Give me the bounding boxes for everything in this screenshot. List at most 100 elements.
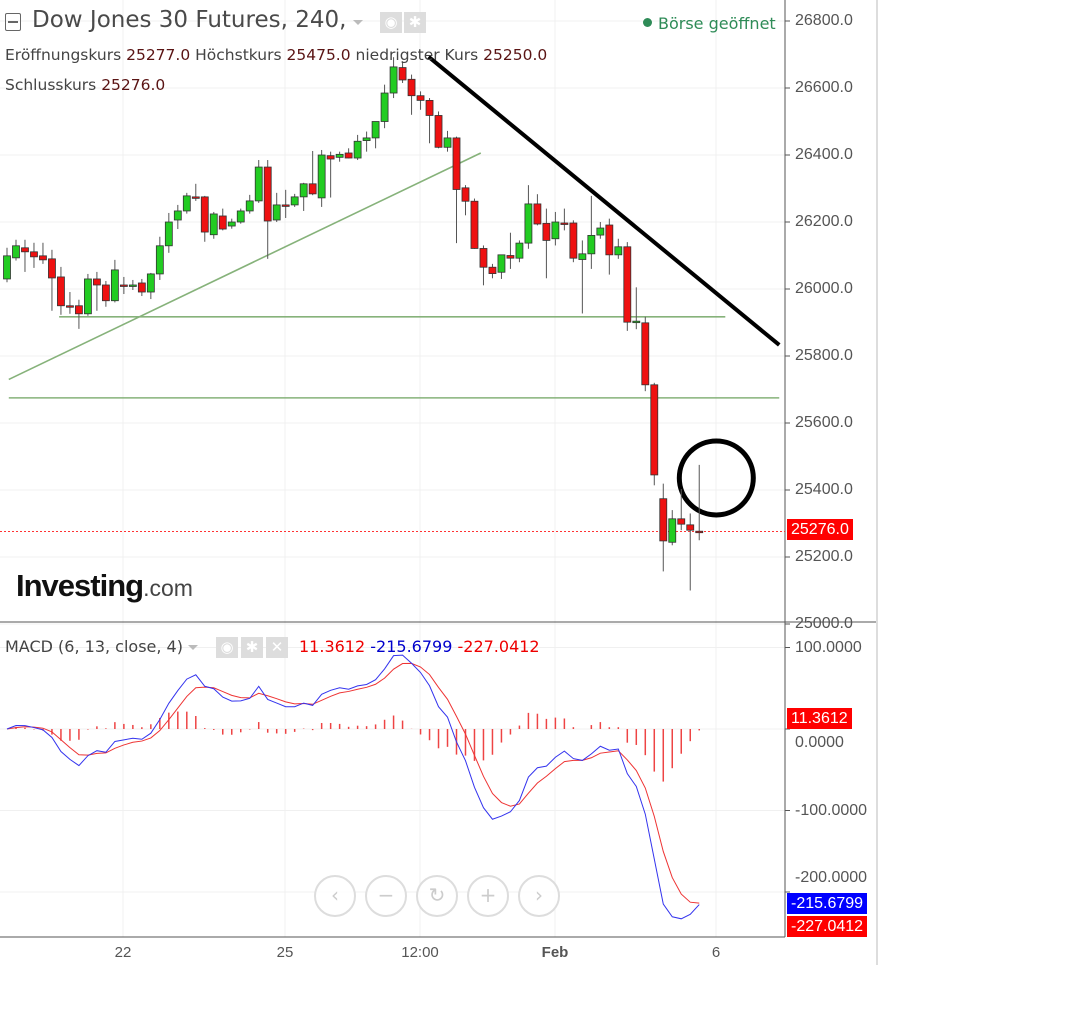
macd-hist-tag: 11.3612 xyxy=(787,708,852,729)
price-tick-label: 25800.0 xyxy=(795,347,853,364)
candle-down xyxy=(677,518,686,525)
candle-down xyxy=(470,200,479,249)
price-tick-label: 26200.0 xyxy=(795,213,853,230)
candle-up xyxy=(236,210,245,223)
logo-suffix: .com xyxy=(143,575,193,601)
time-axis-label: 6 xyxy=(711,944,721,961)
candle-down xyxy=(686,524,695,531)
ohlc-legend: Eröffnungskurs 25277.0 Höchstkurs 25475.… xyxy=(5,46,547,64)
candle-down xyxy=(326,155,335,160)
time-axis-label: Feb xyxy=(541,944,569,961)
candle-up xyxy=(12,245,20,259)
scroll-right-button[interactable]: › xyxy=(518,875,560,917)
zoom-in-button[interactable]: + xyxy=(467,875,509,917)
macd-tick-label: -100.0000 xyxy=(795,801,868,819)
price-tick-label: 25000.0 xyxy=(795,615,853,632)
candle-down xyxy=(66,305,74,308)
candle-down xyxy=(407,78,416,97)
candle-down xyxy=(659,498,668,542)
candle-up xyxy=(128,284,137,287)
candle-up xyxy=(632,320,641,324)
candle-down xyxy=(119,284,128,287)
current-price-tag: 25276.0 xyxy=(787,519,853,540)
candle-up xyxy=(173,210,182,221)
time-axis-label: 22 xyxy=(114,944,132,961)
candle-up xyxy=(380,92,389,122)
candle-down xyxy=(30,251,38,258)
candle-up xyxy=(497,254,506,273)
candle-down xyxy=(650,384,659,476)
candle-down xyxy=(308,183,317,195)
candle-up xyxy=(182,195,191,212)
candle-down xyxy=(344,152,353,159)
candle-down xyxy=(488,266,497,274)
low-value: 25250.0 xyxy=(483,46,548,64)
chart-title: Dow Jones 30 Futures, 240, xyxy=(32,7,347,33)
candle-up xyxy=(587,234,596,255)
candle-down xyxy=(191,196,200,199)
candle-up xyxy=(668,518,677,543)
candle-up xyxy=(110,269,119,302)
reset-button[interactable]: ↻ xyxy=(416,875,458,917)
candle-down xyxy=(21,247,29,253)
collapse-icon[interactable] xyxy=(5,13,21,31)
candle-up xyxy=(596,227,605,236)
candle-up xyxy=(254,166,263,202)
macd-close-icon[interactable]: ✕ xyxy=(266,637,288,658)
candle-down xyxy=(416,95,425,101)
candle-down xyxy=(506,255,515,259)
candle-down xyxy=(425,99,434,116)
price-tick-label: 26800.0 xyxy=(795,12,853,29)
macd-gear-icon[interactable]: ✱ xyxy=(241,637,263,658)
trend-line xyxy=(8,152,482,381)
annotation-circle xyxy=(676,438,756,518)
open-label: Eröffnungskurs xyxy=(5,46,122,64)
candle-down xyxy=(200,196,209,233)
candle-down xyxy=(569,222,578,259)
candle-up xyxy=(146,273,155,293)
candle-up xyxy=(362,137,371,141)
candle-down xyxy=(695,530,704,534)
candle-down xyxy=(434,115,443,148)
chevron-down-icon[interactable] xyxy=(353,20,363,25)
candle-up xyxy=(227,221,236,227)
candle-up xyxy=(371,121,380,139)
candle-down xyxy=(93,278,101,286)
macd-chevron-down-icon[interactable] xyxy=(188,645,198,650)
candle-up xyxy=(335,153,344,158)
gear-icon[interactable]: ✱ xyxy=(404,12,426,33)
candle-up xyxy=(299,183,308,198)
candle-down xyxy=(263,166,272,222)
candle-up xyxy=(209,213,218,236)
high-label: Höchstkurs xyxy=(195,46,282,64)
price-tick-label: 25400.0 xyxy=(795,481,853,498)
candle-down xyxy=(218,215,227,230)
candle-up xyxy=(245,200,254,212)
candle-up xyxy=(155,245,164,275)
macd-line-tag: -215.6799 xyxy=(787,893,868,914)
macd-line xyxy=(6,654,700,920)
close-legend: Schlusskurs 25276.0 xyxy=(5,76,165,94)
candle-up xyxy=(3,255,11,280)
candle-up xyxy=(317,154,326,199)
candle-down xyxy=(398,67,407,81)
scroll-left-button[interactable]: ‹ xyxy=(314,875,356,917)
zoom-out-button[interactable]: − xyxy=(365,875,407,917)
macd-signal-value: -227.0412 xyxy=(457,637,540,656)
logo-main: Investing xyxy=(16,568,144,603)
macd-hist-value: 11.3612 xyxy=(299,637,366,656)
low-label: niedrigster Kurs xyxy=(355,46,479,64)
candle-down xyxy=(560,222,569,225)
candle-down xyxy=(542,222,551,241)
macd-eye-icon[interactable]: ◉ xyxy=(216,637,238,658)
candle-up xyxy=(164,221,173,247)
candle-up xyxy=(551,221,560,240)
candle-up xyxy=(389,66,398,94)
candle-up xyxy=(84,278,92,315)
candle-down xyxy=(75,305,83,315)
macd-legend: MACD (6, 13, close, 4) xyxy=(5,637,183,656)
candle-up xyxy=(272,204,281,221)
price-tick-label: 26600.0 xyxy=(795,79,853,96)
eye-icon[interactable]: ◉ xyxy=(380,12,402,33)
